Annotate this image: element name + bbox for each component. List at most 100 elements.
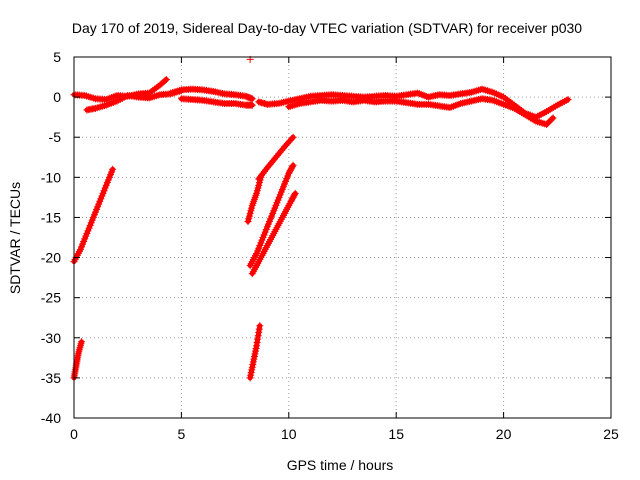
data-point <box>287 102 295 110</box>
data-point <box>294 100 302 108</box>
data-point <box>518 109 525 117</box>
y-tick-label: -30 <box>41 330 61 346</box>
data-point <box>489 96 497 104</box>
series-main-band-3-low <box>285 95 557 128</box>
x-tick-label: 20 <box>496 426 512 442</box>
x-axis-label: GPS time / hours <box>287 457 394 473</box>
data-point <box>279 145 287 153</box>
series-main-band-2 <box>167 85 256 103</box>
data-point <box>145 94 153 102</box>
data-point <box>99 102 107 110</box>
data-point <box>530 116 538 124</box>
y-tick-label: 5 <box>53 49 61 65</box>
data-point <box>83 92 91 100</box>
data-point <box>90 94 98 102</box>
data-point <box>559 98 567 106</box>
data-point <box>289 133 297 141</box>
data-point <box>167 89 175 97</box>
data-point <box>498 100 506 108</box>
data-point <box>147 93 155 101</box>
data-point <box>487 88 495 96</box>
data-point <box>421 92 429 100</box>
data-point <box>500 100 508 108</box>
data-point <box>255 325 263 333</box>
data-point <box>509 104 517 112</box>
data-point <box>161 76 169 84</box>
data-point <box>100 102 108 110</box>
x-tick-label: 10 <box>281 426 297 442</box>
data-point <box>273 152 281 160</box>
data-point <box>415 90 423 98</box>
data-point <box>485 87 493 95</box>
data-point <box>285 138 293 146</box>
data-point <box>535 111 543 119</box>
data-point <box>248 101 256 109</box>
y-tick-label: -35 <box>41 370 61 386</box>
grid-layer <box>74 57 611 418</box>
data-point <box>254 335 262 343</box>
data-point <box>552 102 560 110</box>
data-point <box>473 87 481 95</box>
data-point <box>496 99 504 107</box>
data-point <box>268 158 276 166</box>
x-tick-labels: 0 5 10 15 20 25 <box>70 426 619 442</box>
data-point <box>288 135 296 143</box>
series-streak-e <box>246 161 297 270</box>
data-point <box>519 110 527 118</box>
data-point <box>115 96 123 104</box>
data-point <box>254 332 262 340</box>
y-tick-label: -10 <box>41 169 61 185</box>
y-tick-label: -25 <box>41 290 61 306</box>
data-point <box>562 96 570 104</box>
data-point <box>109 165 117 173</box>
data-point <box>503 96 511 104</box>
data-point <box>560 97 568 105</box>
data-point <box>528 115 536 123</box>
series-streak-g <box>246 322 264 382</box>
data-point <box>266 160 274 168</box>
data-point <box>475 86 483 94</box>
data-point <box>501 101 509 109</box>
data-point <box>288 102 296 110</box>
data-point <box>292 101 300 109</box>
y-tick-label: -5 <box>49 129 62 145</box>
data-point <box>86 93 94 101</box>
data-point <box>483 87 491 95</box>
data-point <box>276 148 284 156</box>
data-point <box>494 91 502 99</box>
y-tick-label: -40 <box>41 410 61 426</box>
data-point <box>549 114 557 122</box>
data-point <box>537 110 545 118</box>
data-point <box>113 97 121 105</box>
data-point <box>117 95 125 103</box>
data-point <box>172 87 180 95</box>
data-point <box>550 103 558 111</box>
data-point <box>81 92 89 100</box>
data-point <box>118 94 126 102</box>
data-point <box>78 338 86 346</box>
y-tick-label: -15 <box>41 209 61 225</box>
data-point <box>162 75 170 83</box>
data-point <box>489 88 497 96</box>
data-point <box>516 108 524 116</box>
data-point <box>469 88 477 96</box>
data-point <box>448 103 456 111</box>
data-point <box>256 322 264 330</box>
data-point <box>151 92 159 100</box>
series-streak-c <box>244 173 265 225</box>
data-point <box>523 112 531 120</box>
x-tick-label: 5 <box>178 426 186 442</box>
x-tick-label: 25 <box>603 426 619 442</box>
data-point <box>546 105 554 113</box>
data-point <box>270 155 278 163</box>
data-point <box>88 94 96 102</box>
data-point <box>291 189 299 197</box>
data-point <box>419 91 427 99</box>
data-point <box>111 98 119 106</box>
data-point <box>109 98 117 106</box>
y-tick-label: 0 <box>53 89 61 105</box>
y-tick-labels: 5 0 -5 -10 -15 -20 -25 -30 -35 -40 <box>41 49 61 426</box>
data-point <box>491 97 499 105</box>
data-point <box>525 113 533 121</box>
